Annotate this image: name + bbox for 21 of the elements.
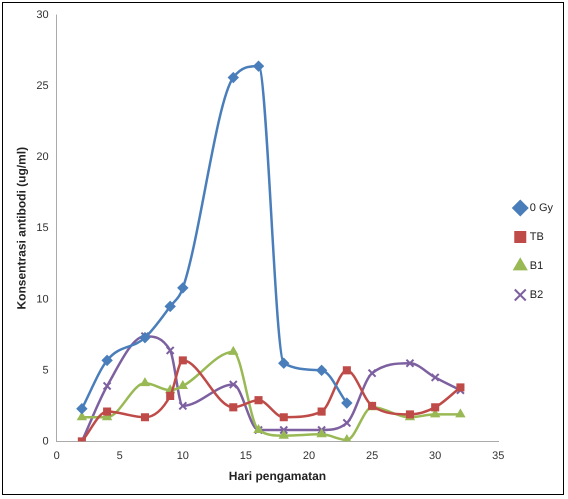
y-tick-label: 25 [36,80,49,92]
y-tick-label: 15 [36,222,49,234]
y-tick-label: 0 [42,435,49,448]
x-tick-label: 5 [116,450,123,462]
x-tick-label: 25 [366,450,378,462]
y-tick-label: 30 [36,9,49,22]
x-axis-title: Hari pengamatan [228,469,326,484]
x-tick-label: 35 [492,450,504,462]
x-tick-label: 20 [302,450,316,462]
legend-label: 0 Gy [530,202,554,214]
legend-label: B1 [530,260,544,272]
x-tick-label: 10 [176,450,189,462]
y-tick-label: 10 [36,293,49,306]
y-tick-label: 5 [42,364,49,376]
legend-label: TB [530,231,544,244]
y-axis-title: Konsentrasi antibodi (ug/ml) [14,146,29,310]
y-tick-label: 20 [36,151,49,164]
x-tick-label: 15 [240,450,252,462]
x-tick-label: 30 [429,450,442,462]
legend-label: B2 [530,289,544,302]
x-tick-label: 0 [54,450,60,462]
